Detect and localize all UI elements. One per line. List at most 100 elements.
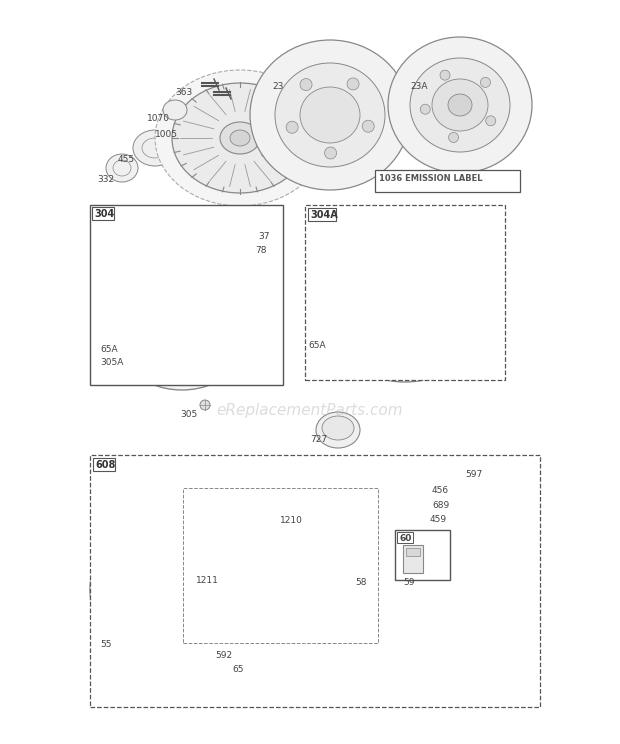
- Ellipse shape: [268, 515, 348, 595]
- Ellipse shape: [220, 122, 260, 154]
- Circle shape: [256, 242, 264, 250]
- Text: 65A: 65A: [308, 341, 326, 350]
- Circle shape: [311, 334, 319, 342]
- Bar: [403, 545, 423, 573]
- Ellipse shape: [316, 412, 360, 448]
- Text: 55: 55: [100, 640, 112, 649]
- Ellipse shape: [296, 543, 320, 567]
- Ellipse shape: [362, 121, 374, 132]
- Text: 727: 727: [310, 435, 327, 444]
- Bar: [375, 170, 520, 192]
- Ellipse shape: [300, 87, 360, 143]
- Bar: [93, 458, 115, 471]
- Ellipse shape: [347, 78, 359, 90]
- Bar: [305, 205, 505, 380]
- Text: 59: 59: [403, 578, 415, 587]
- Ellipse shape: [468, 493, 492, 513]
- Ellipse shape: [114, 228, 250, 372]
- Text: 1036 EMISSION LABEL: 1036 EMISSION LABEL: [379, 174, 482, 183]
- Text: 363: 363: [175, 88, 192, 97]
- Ellipse shape: [97, 210, 267, 390]
- Text: 332: 332: [97, 175, 114, 184]
- Text: 23A: 23A: [410, 82, 428, 91]
- Ellipse shape: [219, 560, 255, 596]
- Text: 1070: 1070: [147, 114, 170, 123]
- Ellipse shape: [322, 416, 354, 440]
- Bar: [397, 532, 413, 543]
- Ellipse shape: [432, 79, 488, 131]
- Ellipse shape: [420, 104, 430, 115]
- Text: 65A: 65A: [100, 345, 118, 354]
- Text: 60: 60: [399, 534, 412, 543]
- Ellipse shape: [341, 540, 411, 610]
- Ellipse shape: [133, 130, 177, 166]
- Text: 689: 689: [432, 501, 450, 510]
- Ellipse shape: [474, 473, 506, 501]
- Text: 305: 305: [180, 410, 197, 419]
- Ellipse shape: [337, 233, 473, 363]
- Text: 1210: 1210: [280, 516, 303, 525]
- Ellipse shape: [410, 58, 510, 152]
- Ellipse shape: [146, 535, 156, 542]
- Ellipse shape: [482, 480, 498, 494]
- Ellipse shape: [300, 79, 312, 91]
- Bar: [183, 488, 378, 643]
- Ellipse shape: [280, 527, 336, 583]
- Ellipse shape: [448, 94, 472, 116]
- Text: 58: 58: [355, 578, 366, 587]
- Bar: [406, 548, 420, 556]
- Ellipse shape: [229, 570, 245, 586]
- Bar: [308, 208, 336, 221]
- Text: 456: 456: [432, 486, 449, 495]
- Circle shape: [250, 657, 260, 667]
- Ellipse shape: [155, 70, 325, 206]
- Ellipse shape: [441, 235, 493, 271]
- Bar: [92, 207, 114, 220]
- Text: 608: 608: [95, 460, 115, 470]
- Bar: [90, 205, 283, 385]
- Circle shape: [259, 228, 267, 236]
- Ellipse shape: [286, 121, 298, 133]
- Text: 78: 78: [255, 246, 267, 255]
- Ellipse shape: [103, 545, 173, 635]
- Ellipse shape: [176, 586, 186, 594]
- Ellipse shape: [98, 554, 108, 562]
- Text: eReplacementParts.com: eReplacementParts.com: [216, 403, 404, 417]
- Circle shape: [237, 643, 247, 653]
- Ellipse shape: [106, 154, 138, 182]
- Ellipse shape: [172, 83, 308, 193]
- Text: 23: 23: [272, 82, 283, 91]
- Text: 305A: 305A: [100, 358, 123, 367]
- Ellipse shape: [485, 116, 496, 126]
- Text: 455: 455: [118, 155, 135, 164]
- Text: 1211: 1211: [196, 576, 219, 585]
- Ellipse shape: [205, 546, 269, 610]
- Ellipse shape: [462, 508, 482, 526]
- Ellipse shape: [98, 618, 108, 626]
- Ellipse shape: [448, 132, 459, 142]
- Ellipse shape: [163, 100, 187, 120]
- Text: 304A: 304A: [310, 210, 338, 220]
- Ellipse shape: [366, 565, 386, 585]
- Bar: [395, 530, 450, 580]
- Circle shape: [200, 400, 210, 410]
- Ellipse shape: [146, 638, 156, 645]
- Text: 459: 459: [430, 515, 447, 524]
- Ellipse shape: [491, 458, 519, 482]
- Ellipse shape: [147, 250, 237, 360]
- Ellipse shape: [480, 77, 490, 87]
- Bar: [90, 455, 540, 707]
- Ellipse shape: [90, 530, 186, 650]
- Ellipse shape: [250, 40, 410, 190]
- Text: 304: 304: [94, 209, 114, 219]
- Ellipse shape: [440, 70, 450, 80]
- Ellipse shape: [365, 251, 455, 355]
- Text: 65: 65: [232, 665, 244, 674]
- Text: 592: 592: [215, 651, 232, 660]
- Text: 37: 37: [258, 232, 270, 241]
- Ellipse shape: [354, 553, 398, 597]
- Ellipse shape: [116, 560, 160, 620]
- Ellipse shape: [317, 214, 493, 382]
- Ellipse shape: [324, 147, 337, 159]
- Text: 597: 597: [465, 470, 482, 479]
